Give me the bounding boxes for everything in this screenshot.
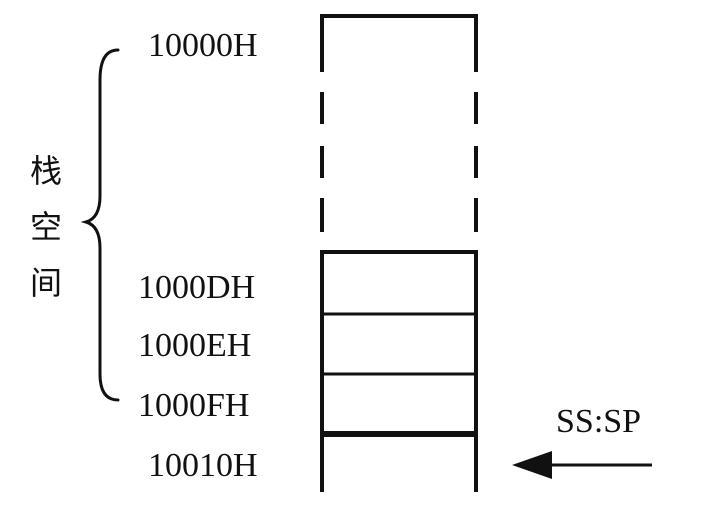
stack-space-char-1: 栈 bbox=[30, 152, 62, 190]
memory-cells bbox=[320, 250, 478, 492]
address-label-1000F: 1000FH bbox=[138, 387, 249, 424]
address-label-1000E: 1000EH bbox=[138, 327, 251, 364]
memory-dashed-sides bbox=[320, 92, 478, 232]
stack-space-brace bbox=[80, 48, 120, 402]
stack-space-char-3: 间 bbox=[30, 264, 62, 302]
memory-top-edge bbox=[320, 14, 478, 72]
stack-space-char-2: 空 bbox=[30, 208, 62, 246]
address-label-top: 10000H bbox=[148, 27, 258, 64]
pointer-arrow-icon bbox=[512, 451, 652, 479]
address-label-bottom: 10010H bbox=[148, 447, 258, 484]
pointer-label: SS:SP bbox=[556, 403, 641, 440]
address-label-1000D: 1000DH bbox=[138, 269, 255, 306]
